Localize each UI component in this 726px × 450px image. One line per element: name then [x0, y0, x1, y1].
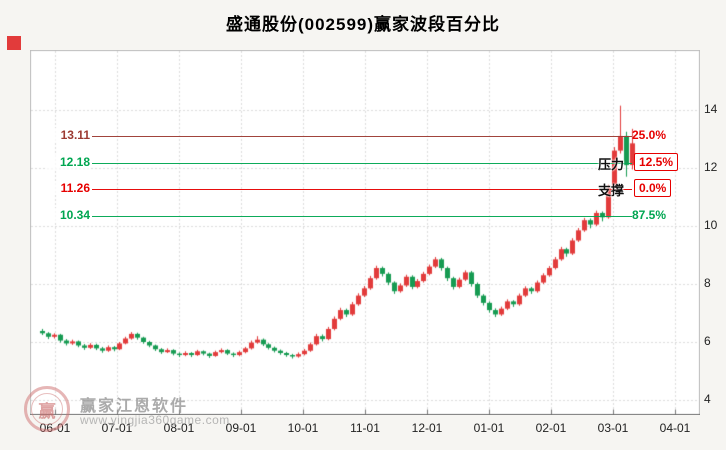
candlestick-chart[interactable] [30, 50, 700, 415]
x-axis-label: 09-01 [225, 421, 257, 435]
level-price-label: 10.34 [46, 208, 90, 223]
pressure-tag: 压力 [598, 156, 625, 172]
level-line [92, 136, 632, 137]
chart-area: 13.11 25.0% 12.18 压力 12.5% 11.26 支撑 0.0%… [30, 50, 700, 415]
y-axis-label: 12 [704, 160, 718, 174]
x-axis-label: 03-01 [597, 421, 629, 435]
level-price-label: 12.18 [46, 154, 90, 169]
level-percent-badge: 87.5% [632, 208, 667, 223]
y-axis-label: 10 [704, 218, 718, 232]
y-axis-label: 6 [704, 334, 711, 348]
x-axis-label: 02-01 [535, 421, 567, 435]
level-line [92, 163, 632, 164]
level-line [92, 189, 632, 190]
x-axis-label: 06-01 [39, 421, 71, 435]
level-line [92, 216, 632, 217]
x-axis-label: 11-01 [350, 421, 380, 435]
chart-title: 盛通股份(002599)赢家波段百分比 [225, 15, 501, 34]
red-square-marker [7, 36, 21, 50]
level-price-label: 11.26 [46, 181, 90, 196]
x-axis-label: 08-01 [163, 421, 195, 435]
x-axis-label: 10-01 [287, 421, 319, 435]
level-percent-badge: 12.5% [634, 152, 679, 171]
x-axis-label: 04-01 [659, 421, 691, 435]
level-percent-badge: 0.0% [634, 179, 672, 198]
x-axis-label: 12-01 [411, 421, 443, 435]
support-tag: 支撑 [598, 183, 625, 199]
x-axis-label: 01-01 [473, 421, 505, 435]
y-axis-label: 8 [704, 276, 711, 290]
level-price-label: 13.11 [46, 127, 90, 142]
x-axis-label: 07-01 [101, 421, 133, 435]
y-axis-label: 4 [704, 392, 711, 406]
y-axis-label: 14 [704, 102, 718, 116]
level-percent-badge: 25.0% [632, 127, 667, 142]
